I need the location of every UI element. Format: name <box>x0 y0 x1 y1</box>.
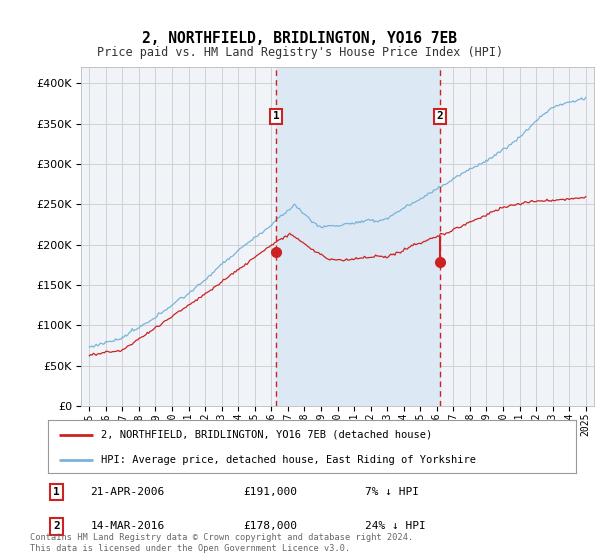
Text: Price paid vs. HM Land Registry's House Price Index (HPI): Price paid vs. HM Land Registry's House … <box>97 46 503 59</box>
Text: £178,000: £178,000 <box>244 521 298 531</box>
Text: 2, NORTHFIELD, BRIDLINGTON, YO16 7EB: 2, NORTHFIELD, BRIDLINGTON, YO16 7EB <box>143 31 458 46</box>
Text: Contains HM Land Registry data © Crown copyright and database right 2024.
This d: Contains HM Land Registry data © Crown c… <box>30 533 413 553</box>
Text: 7% ↓ HPI: 7% ↓ HPI <box>365 487 419 497</box>
Text: 2, NORTHFIELD, BRIDLINGTON, YO16 7EB (detached house): 2, NORTHFIELD, BRIDLINGTON, YO16 7EB (de… <box>101 430 432 440</box>
Text: 24% ↓ HPI: 24% ↓ HPI <box>365 521 425 531</box>
Text: HPI: Average price, detached house, East Riding of Yorkshire: HPI: Average price, detached house, East… <box>101 455 476 465</box>
Text: £191,000: £191,000 <box>244 487 298 497</box>
Bar <box>276 67 440 406</box>
Text: 14-MAR-2016: 14-MAR-2016 <box>90 521 164 531</box>
Text: 2: 2 <box>437 111 443 122</box>
Text: 21-APR-2006: 21-APR-2006 <box>90 487 164 497</box>
Text: 2: 2 <box>53 521 60 531</box>
Text: 1: 1 <box>273 111 280 122</box>
Text: 1: 1 <box>53 487 60 497</box>
